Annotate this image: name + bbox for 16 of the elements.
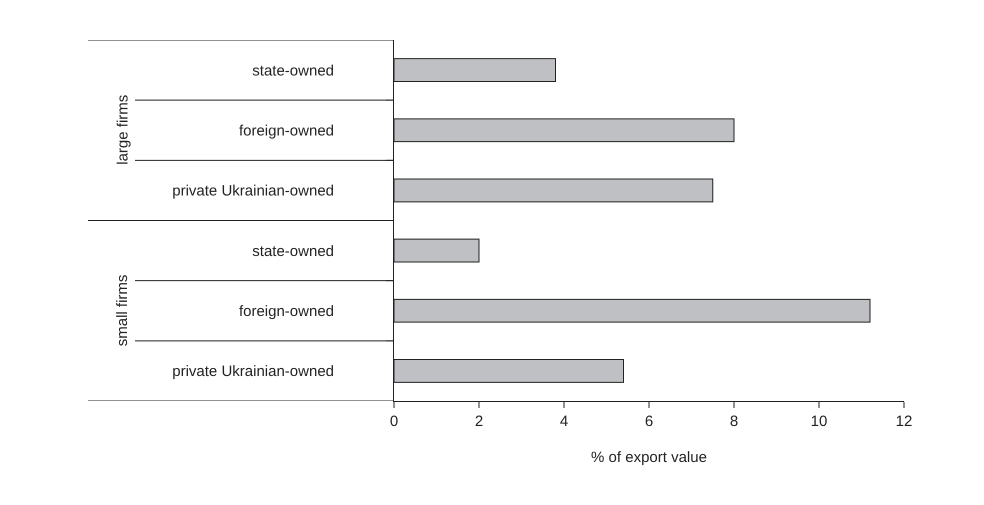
x-tick-label: 4 bbox=[560, 413, 568, 430]
x-tick-label: 8 bbox=[730, 413, 738, 430]
y-tick-label: state-owned bbox=[252, 242, 334, 260]
y-tick-label: private Ukrainian-owned bbox=[172, 182, 334, 200]
y-tick-label: private Ukrainian-owned bbox=[172, 363, 334, 380]
text: large firms bbox=[114, 94, 132, 165]
x-axis-title: % of export value bbox=[591, 449, 707, 466]
y-tick-label: state-owned bbox=[252, 62, 334, 80]
x-tick-label: 10 bbox=[810, 413, 828, 430]
text: small firms bbox=[114, 274, 131, 346]
y-tick-label: foreign-owned bbox=[238, 122, 334, 140]
x-tick-label: 0 bbox=[390, 413, 398, 430]
x-tick-label: 12 bbox=[896, 413, 912, 430]
y-tick-label: foreign-owned bbox=[238, 303, 334, 320]
x-tick-label: 6 bbox=[644, 413, 654, 430]
x-tick-label: 2 bbox=[474, 413, 484, 430]
